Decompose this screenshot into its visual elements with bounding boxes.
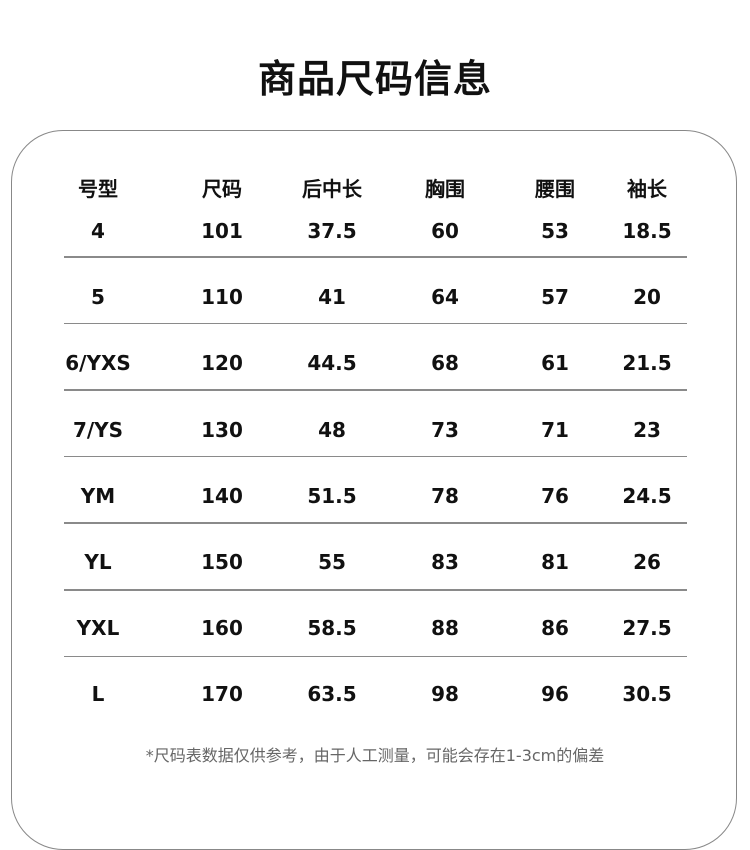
table-cell: 101 — [201, 219, 243, 243]
disclaimer-note: *尺码表数据仅供参考，由于人工测量，可能会存在1-3cm的偏差 — [145, 746, 605, 765]
table-cell: 24.5 — [622, 483, 672, 508]
table-cell: 4 — [91, 219, 105, 243]
table-cell: 98 — [431, 682, 459, 707]
column-header: 胸围 — [425, 177, 465, 201]
table-cell: 37.5 — [307, 219, 357, 243]
table-cell: 86 — [541, 616, 569, 641]
row-divider — [64, 589, 687, 591]
table-cell: 58.5 — [307, 616, 357, 641]
table-cell: 76 — [541, 483, 569, 508]
table-cell: 96 — [541, 682, 569, 707]
table-cell: 78 — [431, 483, 459, 508]
table-cell: 61 — [541, 351, 569, 376]
table-cell: YL — [84, 550, 112, 574]
column-header: 袖长 — [627, 177, 667, 201]
table-cell: 88 — [431, 616, 459, 641]
table-cell: 60 — [431, 219, 459, 243]
table-cell: YXL — [76, 616, 120, 641]
table-cell: 18.5 — [622, 219, 672, 243]
table-cell: 41 — [318, 285, 346, 310]
row-divider — [64, 455, 687, 458]
page-title: 商品尺码信息 — [257, 57, 492, 101]
table-cell: 23 — [633, 417, 661, 442]
column-header: 号型 — [78, 177, 118, 201]
table-cell: 68 — [431, 351, 459, 376]
row-divider — [64, 389, 687, 391]
row-divider — [64, 655, 687, 658]
table-cell: 27.5 — [622, 616, 672, 641]
table-cell: 64 — [431, 285, 459, 310]
table-cell: 130 — [201, 417, 243, 442]
table-cell: 26 — [633, 550, 661, 574]
row-divider — [64, 322, 687, 325]
table-cell: 21.5 — [622, 351, 672, 376]
column-header: 尺码 — [202, 177, 242, 201]
table-cell: 6/YXS — [65, 351, 131, 376]
table-cell: 81 — [541, 550, 569, 574]
table-cell: 73 — [431, 417, 459, 442]
table-cell: 160 — [201, 616, 243, 641]
table-cell: 170 — [201, 682, 243, 707]
table-cell: L — [91, 682, 105, 707]
table-cell: 57 — [541, 285, 569, 310]
table-cell: 51.5 — [307, 483, 357, 508]
table-cell: YM — [80, 483, 116, 508]
table-cell: 120 — [201, 351, 243, 376]
table-cell: 83 — [431, 550, 459, 574]
table-cell: 20 — [633, 285, 661, 310]
table-cell: 48 — [318, 417, 346, 442]
row-divider — [64, 522, 687, 524]
table-cell: 44.5 — [307, 351, 357, 376]
table-cell: 30.5 — [622, 682, 672, 707]
table-cell: 150 — [201, 550, 243, 574]
table-cell: 53 — [541, 219, 569, 243]
column-header: 后中长 — [302, 177, 362, 201]
table-cell: 5 — [91, 285, 105, 310]
table-cell: 140 — [201, 483, 243, 508]
table-cell: 63.5 — [307, 682, 357, 707]
table-cell: 55 — [318, 550, 346, 574]
table-cell: 71 — [541, 417, 569, 442]
column-header: 腰围 — [535, 177, 575, 201]
table-cell: 7/YS — [72, 417, 124, 442]
row-divider — [64, 256, 687, 258]
table-cell: 110 — [201, 285, 243, 310]
